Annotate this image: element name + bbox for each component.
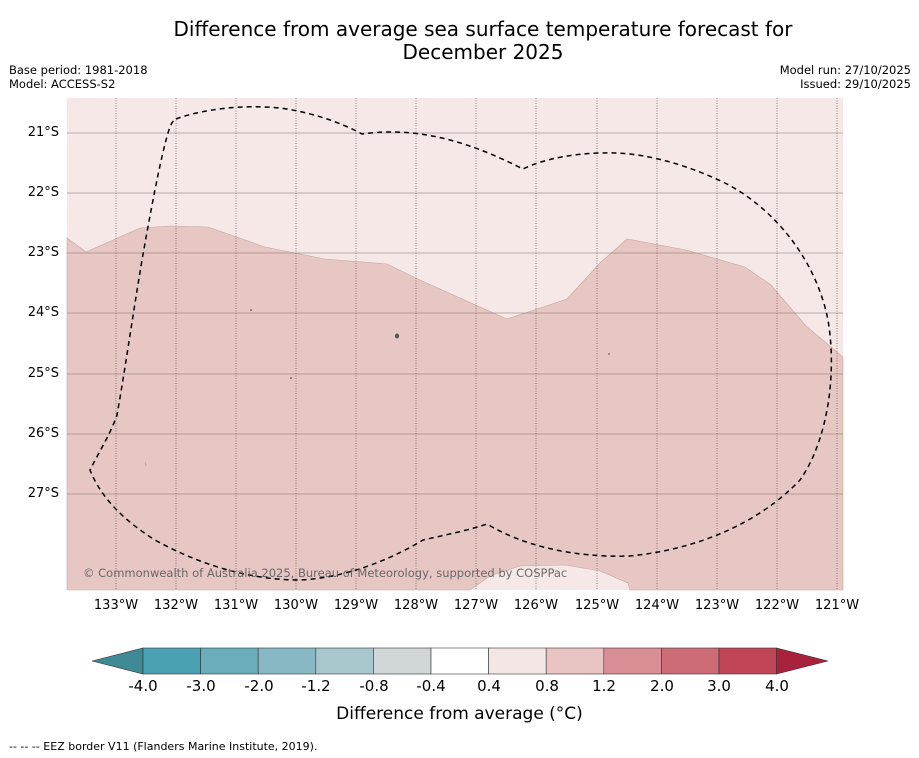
island bbox=[250, 309, 252, 311]
colorbar-segment bbox=[488, 647, 547, 675]
colorbar-tick-label: -0.8 bbox=[359, 677, 389, 695]
eez-footnote: -- -- -- EEZ border V11 (Flanders Marine… bbox=[9, 740, 318, 753]
lon-label: 123°W bbox=[694, 598, 740, 613]
model-run: Model run: 27/10/2025 bbox=[779, 63, 911, 77]
island bbox=[144, 461, 147, 467]
lat-label: 23°S bbox=[27, 245, 59, 260]
model-name: Model: ACCESS-S2 bbox=[9, 77, 116, 91]
lon-label: 121°W bbox=[814, 598, 860, 613]
colorbar-tick-label: 2.0 bbox=[650, 677, 674, 695]
colorbar-segment bbox=[603, 647, 662, 675]
lon-label: 128°W bbox=[393, 598, 439, 613]
lat-label: 25°S bbox=[27, 366, 59, 381]
lon-label: 127°W bbox=[453, 598, 499, 613]
lon-label: 131°W bbox=[213, 598, 259, 613]
colorbar-segment bbox=[545, 647, 605, 675]
colorbar-segment bbox=[373, 647, 432, 675]
colorbar-tick-label: 1.2 bbox=[592, 677, 616, 695]
colorbar-segment bbox=[142, 647, 201, 675]
colorbar-segment bbox=[661, 647, 720, 675]
colorbar-segment bbox=[200, 647, 259, 675]
colorbar-tick-label: -3.0 bbox=[186, 677, 216, 695]
lat-label: 26°S bbox=[27, 426, 59, 441]
colorbar-tick-label: -4.0 bbox=[128, 677, 158, 695]
chart-title: Difference from average sea surface temp… bbox=[0, 18, 919, 64]
map-area-mid bbox=[66, 225, 844, 591]
lon-label: 126°W bbox=[513, 598, 559, 613]
gridlines bbox=[67, 98, 843, 590]
colorbar-segment bbox=[257, 647, 317, 675]
island bbox=[290, 377, 292, 379]
lat-label: 27°S bbox=[27, 486, 59, 501]
colorbar-tick-label: -1.2 bbox=[301, 677, 331, 695]
colorbar-title: Difference from average (°C) bbox=[336, 704, 583, 724]
meta-left: Base period: 1981-2018 Model: ACCESS-S2 bbox=[9, 63, 148, 91]
lon-label: 122°W bbox=[754, 598, 800, 613]
lon-label: 129°W bbox=[333, 598, 379, 613]
lon-label: 133°W bbox=[93, 598, 139, 613]
lon-label: 132°W bbox=[153, 598, 199, 613]
lon-label: 130°W bbox=[273, 598, 319, 613]
copyright-notice: © Commonwealth of Australia 2025, Bureau… bbox=[83, 566, 568, 580]
colorbar bbox=[91, 647, 829, 675]
colorbar-tick-label: 3.0 bbox=[707, 677, 731, 695]
lon-label: 124°W bbox=[634, 598, 680, 613]
base-period: Base period: 1981-2018 bbox=[9, 63, 148, 77]
colorbar-tick-label: 4.0 bbox=[765, 677, 789, 695]
island bbox=[608, 353, 610, 355]
island bbox=[395, 333, 399, 339]
colorbar-tick-label: -2.0 bbox=[244, 677, 274, 695]
colorbar-tick-label: -0.4 bbox=[416, 677, 446, 695]
title-line-2: December 2025 bbox=[402, 40, 564, 64]
eez-border bbox=[89, 106, 833, 581]
lat-label: 24°S bbox=[27, 305, 59, 320]
lon-label: 125°W bbox=[574, 598, 620, 613]
colorbar-segment bbox=[718, 647, 777, 675]
colorbar-under-triangle bbox=[91, 647, 144, 675]
colorbar-tick-label: 0.8 bbox=[535, 677, 559, 695]
colorbar-segment bbox=[430, 647, 489, 675]
meta-right: Model run: 27/10/2025 Issued: 29/10/2025 bbox=[780, 63, 911, 91]
colorbar-tick-label: 0.4 bbox=[477, 677, 501, 695]
issued-date: Issued: 29/10/2025 bbox=[800, 77, 911, 91]
colorbar-over-triangle bbox=[776, 647, 829, 675]
lat-label: 21°S bbox=[27, 125, 59, 140]
colorbar-segment bbox=[315, 647, 374, 675]
title-line-1: Difference from average sea surface temp… bbox=[173, 17, 793, 41]
lat-label: 22°S bbox=[27, 185, 59, 200]
